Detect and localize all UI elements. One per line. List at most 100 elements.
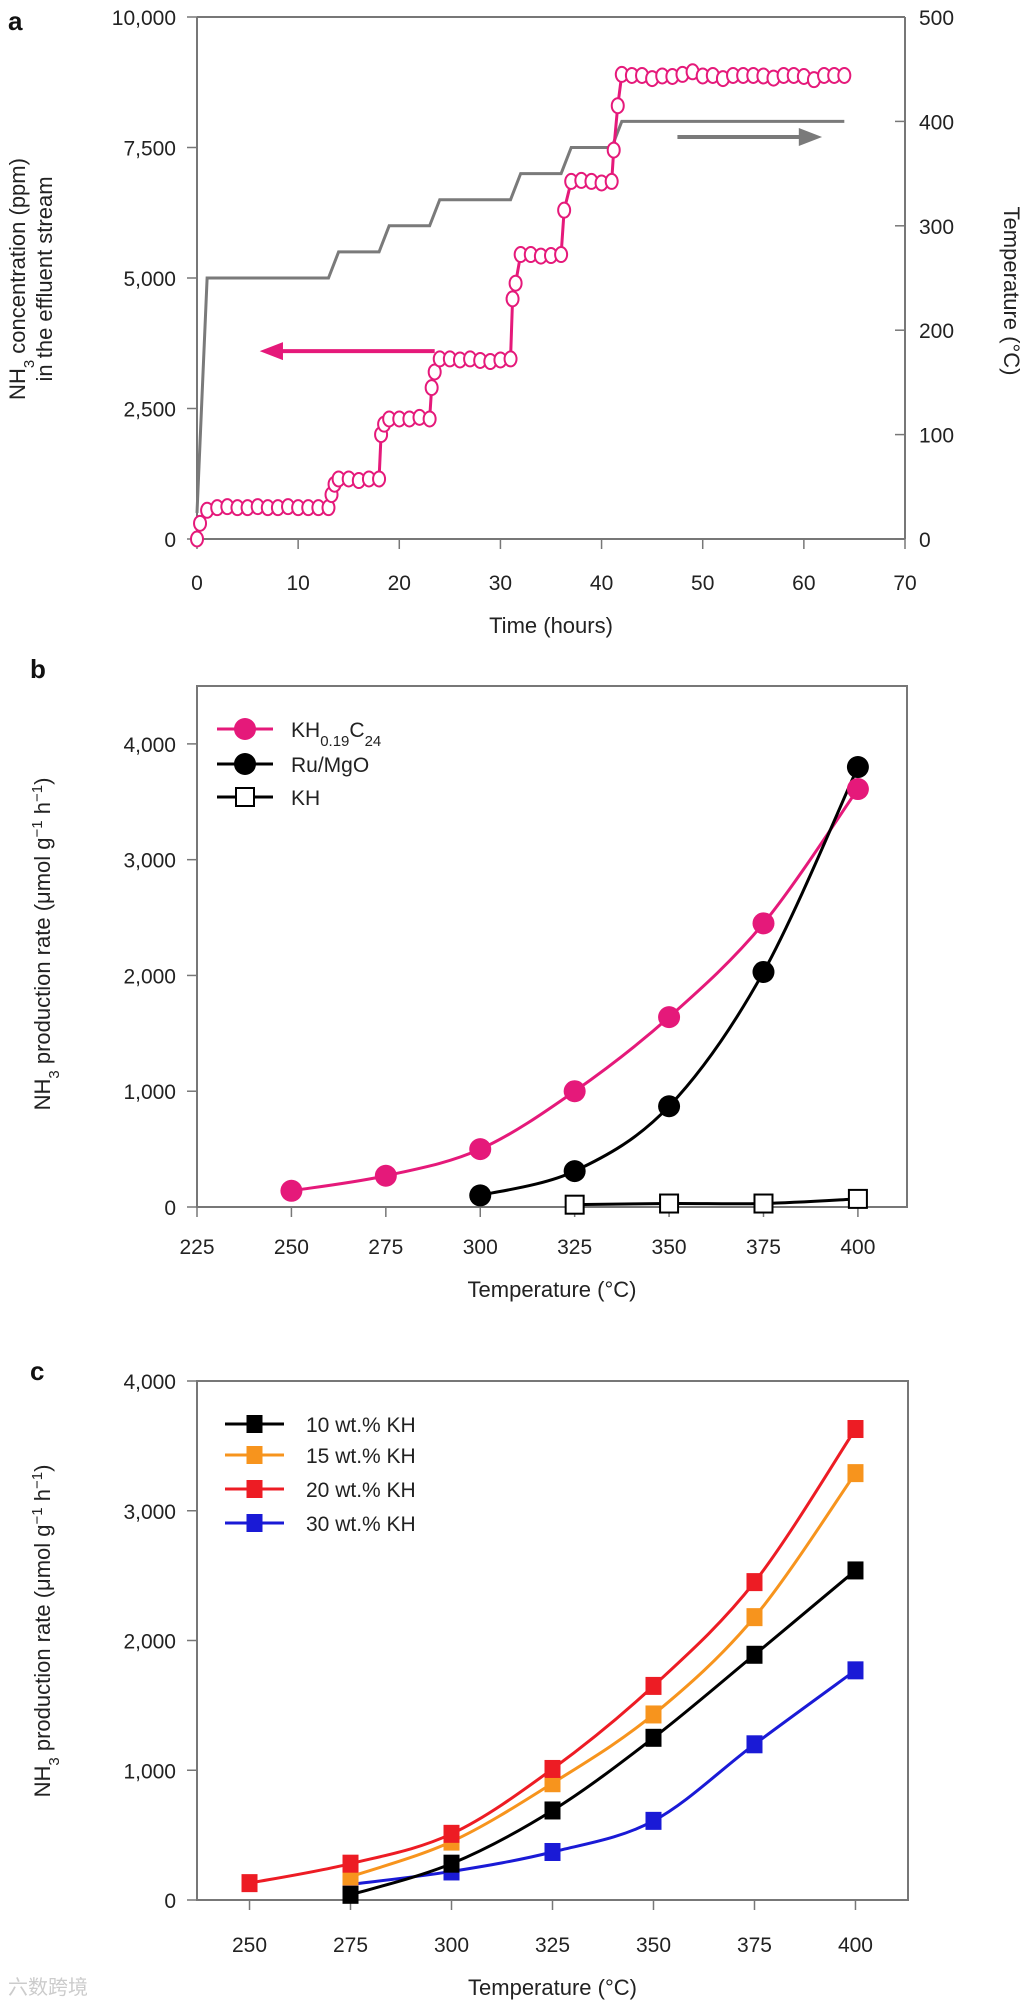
x-tick-label: 350	[652, 1236, 687, 1259]
text-part: Ru/MgO	[291, 754, 369, 777]
nh3-data-point	[604, 172, 619, 190]
y-tick-label: 2,500	[123, 399, 176, 422]
y-tick-label: 2,000	[123, 965, 176, 988]
legend-label: Ru/MgO	[291, 754, 369, 777]
data-point-series-1	[645, 1705, 662, 1724]
data-point-series-2	[659, 1193, 680, 1214]
text-part: −1	[29, 785, 46, 802]
nh3-data-point	[554, 246, 569, 264]
text-part: 3	[46, 1070, 63, 1078]
plot-frame	[196, 1380, 909, 1901]
text-part: KH	[291, 787, 320, 810]
y2-tick-label: 100	[919, 425, 954, 448]
data-point-series-1	[563, 1160, 586, 1183]
legend-label: KH	[291, 787, 320, 810]
nh3-data-point	[557, 201, 572, 219]
watermark: 六数跨境	[8, 1976, 88, 1999]
data-point-series-2	[544, 1759, 561, 1778]
y-tick-label: 1,000	[123, 1081, 176, 1104]
data-point-series-3	[645, 1811, 662, 1830]
data-point-series-3	[746, 1735, 763, 1754]
text-part: KH	[291, 719, 320, 742]
text-part: NH	[30, 1079, 55, 1111]
nh3-data-point	[606, 141, 621, 159]
y2-tick-label: 500	[919, 7, 954, 30]
data-point-series-1	[846, 756, 869, 779]
data-point-series-3	[544, 1842, 561, 1861]
x-tick-label: 60	[792, 572, 815, 595]
text-part: NH	[5, 368, 30, 400]
data-point-series-1	[469, 1184, 492, 1207]
temperature-line	[195, 119, 845, 513]
panel-label-a: a	[8, 6, 23, 36]
data-point-series-0	[563, 1080, 586, 1103]
legend-marker	[234, 753, 256, 775]
x-tick-label: 275	[368, 1236, 403, 1259]
nh3-data-point	[424, 379, 439, 397]
x-tick-label: 10	[286, 572, 309, 595]
data-point-series-2	[753, 1193, 774, 1214]
data-point-series-0	[846, 778, 869, 801]
text-part: )	[30, 778, 55, 785]
y-tick-label: 7,500	[123, 138, 176, 161]
legend-label: 10 wt.% KH	[306, 1414, 416, 1437]
data-point-series-2	[746, 1573, 763, 1592]
data-point-series-0	[645, 1728, 662, 1747]
text-part: 24	[365, 733, 382, 750]
panel-a-chart: 0 10 20 30 40 50 60 7002,5005,0007,50010,000010…	[5, 7, 1024, 638]
x-tick-label: 300	[434, 1934, 469, 1957]
panel-c-chart: 250 275 300 325 350 375 400 0 1,000 2,000 3,000 4,0…	[29, 1371, 909, 2000]
legend-marker	[235, 787, 255, 807]
y-axis-title-line2: in the effluent stream	[32, 176, 57, 381]
legend-marker	[246, 1514, 263, 1532]
right-arrow-icon	[798, 128, 823, 147]
x-axis-title: Temperature (°C)	[468, 1975, 637, 2000]
text-part: −1	[29, 1472, 46, 1489]
data-point-series-1	[746, 1608, 763, 1627]
x-tick-label: 325	[535, 1934, 570, 1957]
y-tick-label: 2,000	[123, 1631, 176, 1654]
legend-marker	[246, 1415, 263, 1433]
left-arrow-icon	[259, 342, 283, 361]
nh3-data-point	[193, 514, 208, 532]
data-point-series-3	[847, 1661, 864, 1680]
x-tick-label: 250	[274, 1236, 309, 1259]
panel-label-b: b	[30, 654, 46, 684]
y-tick-label: 0	[164, 529, 176, 552]
data-point-series-0	[280, 1179, 303, 1202]
nh3-line	[195, 70, 845, 540]
x-tick-label: 325	[557, 1236, 592, 1259]
x-tick-label: 375	[746, 1236, 781, 1259]
y-tick-label: 10,000	[112, 7, 176, 30]
series-line-2	[574, 1197, 858, 1207]
legend-label: 20 wt.% KH	[306, 1479, 416, 1502]
nh3-data-point	[422, 410, 437, 428]
x-tick-label: 50	[691, 572, 714, 595]
x-axis-title: Time (hours)	[489, 613, 613, 638]
legend-marker	[246, 1480, 263, 1498]
text-part: C	[349, 719, 364, 742]
x-tick-label: 0	[191, 572, 203, 595]
data-point-series-1	[544, 1774, 561, 1793]
data-point-series-2	[342, 1854, 359, 1873]
data-point-series-0	[469, 1138, 492, 1161]
data-point-series-0	[658, 1006, 681, 1029]
x-tick-label: 275	[333, 1934, 368, 1957]
data-point-series-0	[746, 1645, 763, 1664]
text-part: concentration (ppm)	[5, 158, 30, 360]
panel-label-c: c	[30, 1356, 44, 1386]
y-tick-label: 4,000	[123, 1371, 176, 1394]
data-point-series-1	[658, 1095, 681, 1118]
text-part: 0.19	[320, 733, 349, 750]
nh3-data-point	[505, 290, 520, 308]
nh3-data-point	[508, 274, 523, 292]
x-tick-label: 225	[179, 1236, 214, 1259]
y-tick-label: 4,000	[123, 734, 176, 757]
x-tick-label: 400	[838, 1934, 873, 1957]
data-point-series-1	[752, 960, 775, 983]
text-part: )	[30, 1465, 55, 1472]
plot-frame	[196, 685, 908, 1208]
y-axis-title-line1: NH3 concentration (ppm)	[5, 158, 38, 400]
data-point-series-1	[847, 1464, 864, 1483]
